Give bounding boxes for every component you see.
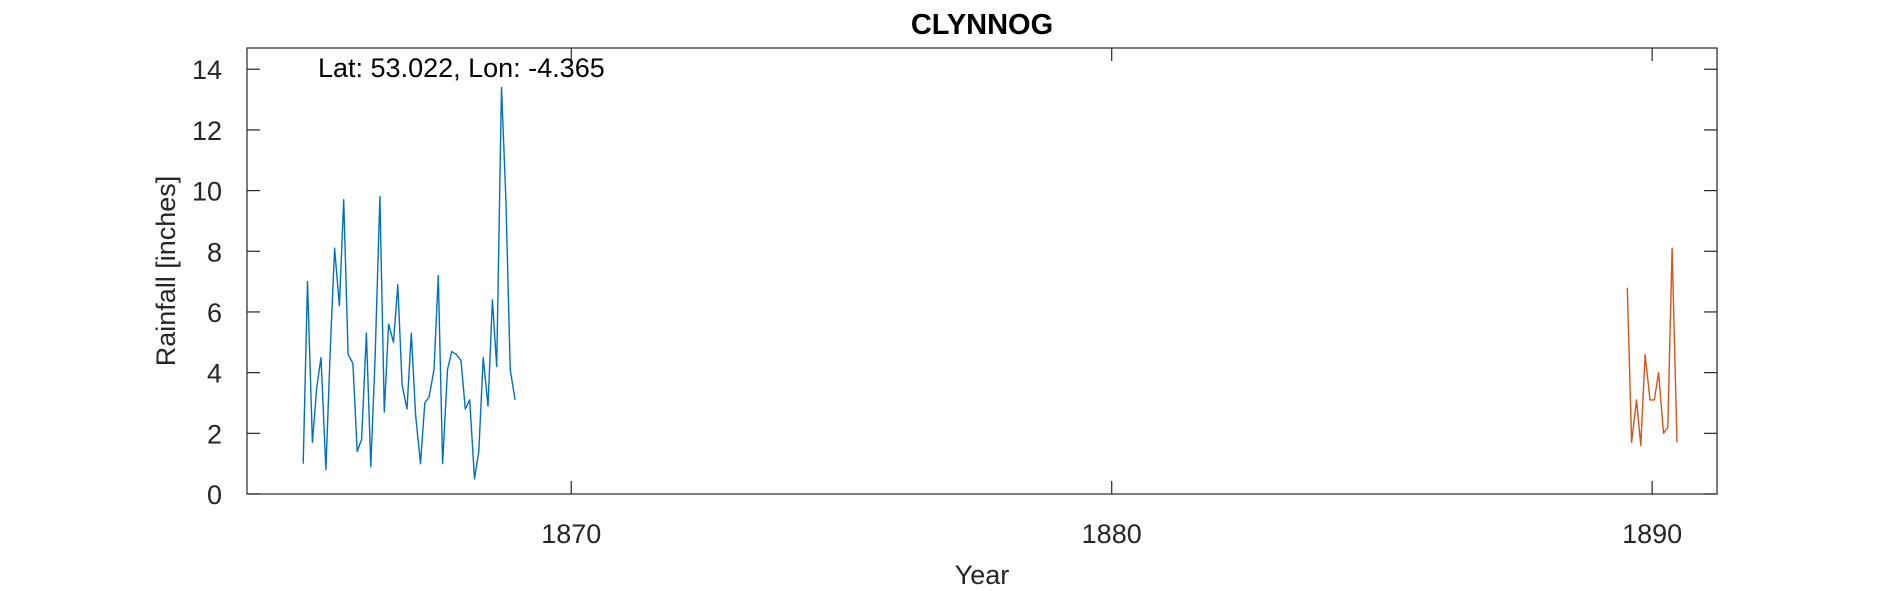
x-tick-label: 1880 (1082, 519, 1142, 549)
axes-box (246, 47, 1718, 495)
y-tick-label: 6 (207, 298, 222, 328)
series-layer (302, 86, 1678, 480)
series-line-1 (302, 86, 516, 480)
x-axis-label: Year (955, 560, 1010, 590)
axes-layer: 1870 1880 1890 0 2 4 6 8 10 12 14 (192, 47, 1718, 549)
chart-title: CLYNNOG (911, 9, 1053, 41)
location-annotation: Lat: 53.022, Lon: -4.365 (318, 53, 605, 83)
series-line-2 (1626, 247, 1678, 447)
y-tick-label: 8 (207, 237, 222, 267)
y-tick-label: 4 (207, 359, 222, 389)
x-tick-label: 1870 (541, 519, 601, 549)
y-tick-label: 12 (192, 116, 222, 146)
plot-area (247, 48, 1717, 494)
y-tick-label: 10 (192, 177, 222, 207)
y-tick-label: 0 (207, 480, 222, 510)
y-tick-label: 14 (192, 55, 222, 85)
y-tick-label: 2 (207, 419, 222, 449)
x-tick-label: 1890 (1622, 519, 1682, 549)
y-axis-label: Rainfall [inches] (151, 176, 181, 367)
